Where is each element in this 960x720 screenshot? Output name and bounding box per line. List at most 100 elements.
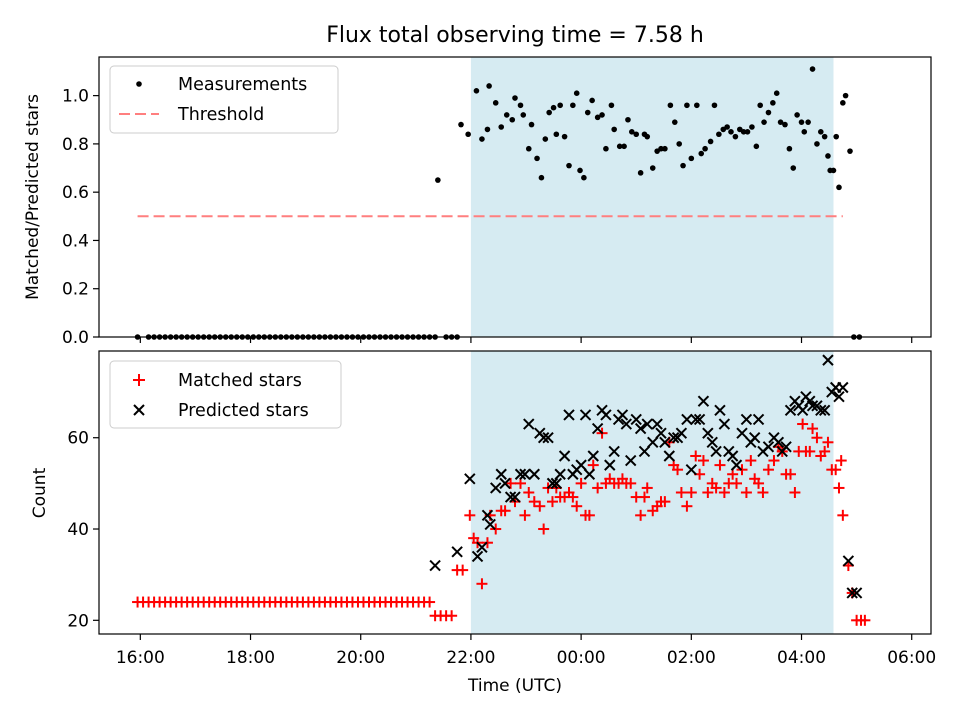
measurement-point — [765, 109, 772, 116]
predicted-star-marker — [490, 482, 502, 494]
figure-title: Flux total observing time = 7.58 h — [326, 23, 704, 48]
predicted-star-marker — [600, 409, 612, 421]
x-tick-label: 22:00 — [446, 648, 495, 668]
matched-star-marker — [490, 523, 502, 535]
predicted-star-marker — [495, 468, 507, 480]
bottom-legend: Matched stars Predicted stars — [109, 360, 342, 429]
matched-star-marker — [538, 523, 550, 535]
predicted-star-marker — [780, 441, 792, 453]
predicted-star-marker — [796, 404, 809, 417]
predicted-star-marker — [822, 354, 834, 366]
predicted-star-marker — [641, 418, 653, 430]
matched-star-marker — [457, 564, 469, 576]
predicted-star-marker — [514, 468, 527, 480]
predicted-star-marker — [471, 550, 484, 563]
predicted-star-marker — [748, 432, 761, 444]
matched-star-marker — [819, 445, 831, 457]
measurement-point — [621, 143, 627, 150]
measurement-point — [566, 162, 572, 169]
measurement-point — [728, 129, 734, 135]
measurement-point — [486, 83, 492, 89]
predicted-star-marker — [575, 459, 587, 471]
matched-star-marker — [675, 487, 687, 498]
predicted-star-marker — [697, 395, 710, 407]
measurement-point — [561, 133, 568, 140]
measurement-point — [732, 133, 739, 140]
measurement-point — [684, 102, 690, 109]
bottom-y-tick-label: 40 — [67, 520, 89, 540]
matched-star-marker — [587, 459, 599, 471]
predicted-star-marker — [663, 450, 675, 462]
matched-star-marker — [833, 482, 845, 494]
predicted-star-marker — [846, 587, 858, 599]
measurement-point — [676, 141, 682, 147]
matched-star-marker — [789, 487, 801, 498]
measurement-point — [707, 138, 714, 145]
predicted-star-marker — [464, 473, 476, 485]
measurement-point — [688, 155, 695, 162]
measurement-point — [694, 102, 700, 109]
matched-star-marker — [718, 487, 730, 498]
measurement-point — [550, 104, 557, 111]
matched-star-marker — [835, 455, 847, 467]
matched-star-marker — [697, 455, 709, 467]
measurement-point — [711, 102, 718, 109]
predicted-star-marker — [563, 409, 575, 421]
predicted-star-marker — [693, 413, 706, 426]
matched-star-marker — [807, 423, 819, 435]
matched-star-marker — [740, 487, 752, 498]
predicted-star-marker — [690, 413, 702, 426]
predicted-star-marker — [625, 454, 637, 467]
measurement-point — [842, 92, 849, 99]
predicted-star-marker — [528, 468, 540, 480]
measurement-point — [553, 131, 560, 138]
top-legend-box — [109, 65, 339, 134]
measurement-point — [528, 121, 535, 128]
top-y-tick-label: 0.0 — [62, 328, 89, 348]
measurement-point — [757, 102, 763, 109]
matched-star-marker — [768, 455, 780, 467]
matched-star-marker — [736, 464, 748, 476]
measurement-point — [777, 119, 784, 125]
predicted-star-marker — [806, 400, 819, 412]
matched-star-marker — [476, 578, 488, 590]
measurement-point — [542, 136, 549, 142]
measurement-point — [667, 102, 674, 109]
matched-star-marker — [762, 464, 774, 476]
measurement-point — [698, 150, 705, 157]
predicted-star-marker — [702, 427, 714, 439]
matched-star-marker — [575, 477, 587, 489]
matched-star-marker — [523, 487, 535, 498]
predicted-star-marker — [706, 436, 718, 448]
measurement-point — [847, 148, 853, 154]
measurement-point — [611, 126, 617, 133]
measurement-point — [589, 97, 595, 104]
matched-star-marker — [784, 468, 796, 480]
matched-star-marker — [672, 464, 684, 476]
measurement-point — [599, 112, 605, 118]
predicted-star-marker — [833, 390, 845, 403]
predicted-star-marker — [681, 413, 693, 426]
matched-star-marker — [641, 482, 653, 494]
x-tick-label: 20:00 — [336, 648, 385, 668]
measurement-point — [818, 129, 824, 135]
measurement-point — [836, 184, 842, 191]
top-y-tick-label: 1.0 — [62, 87, 89, 107]
predicted-star-marker — [736, 427, 748, 439]
x-tick-label: 04:00 — [777, 648, 826, 668]
predicted-star-marker — [837, 381, 849, 394]
top-plot-frame — [98, 56, 932, 338]
predicted-star-marker — [815, 404, 827, 417]
measurement-point — [534, 155, 540, 162]
matched-star-marker — [592, 482, 604, 494]
measurement-point — [538, 174, 545, 181]
top-y-tick-label: 0.4 — [62, 231, 89, 251]
measurement-point — [658, 145, 664, 152]
matched-star-marker — [837, 509, 849, 521]
predicted-star-marker — [583, 468, 596, 480]
measurement-point — [761, 119, 767, 125]
measurement-point — [794, 112, 800, 118]
measurement-point — [801, 129, 808, 135]
predicted-legend-marker — [133, 404, 145, 416]
